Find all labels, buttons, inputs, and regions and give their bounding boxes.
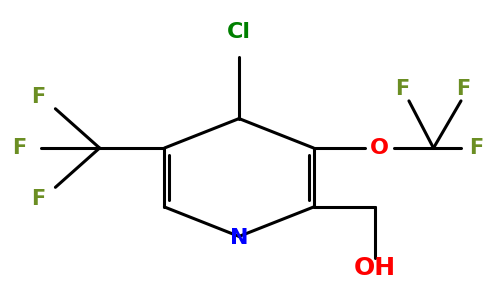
Text: F: F bbox=[395, 79, 409, 99]
Text: F: F bbox=[31, 87, 46, 107]
Text: OH: OH bbox=[353, 256, 395, 280]
Text: F: F bbox=[12, 138, 26, 158]
Text: F: F bbox=[456, 79, 470, 99]
Text: F: F bbox=[31, 189, 46, 209]
Text: O: O bbox=[370, 138, 389, 158]
Text: N: N bbox=[230, 228, 248, 248]
Text: F: F bbox=[469, 138, 484, 158]
Text: Cl: Cl bbox=[227, 22, 251, 42]
